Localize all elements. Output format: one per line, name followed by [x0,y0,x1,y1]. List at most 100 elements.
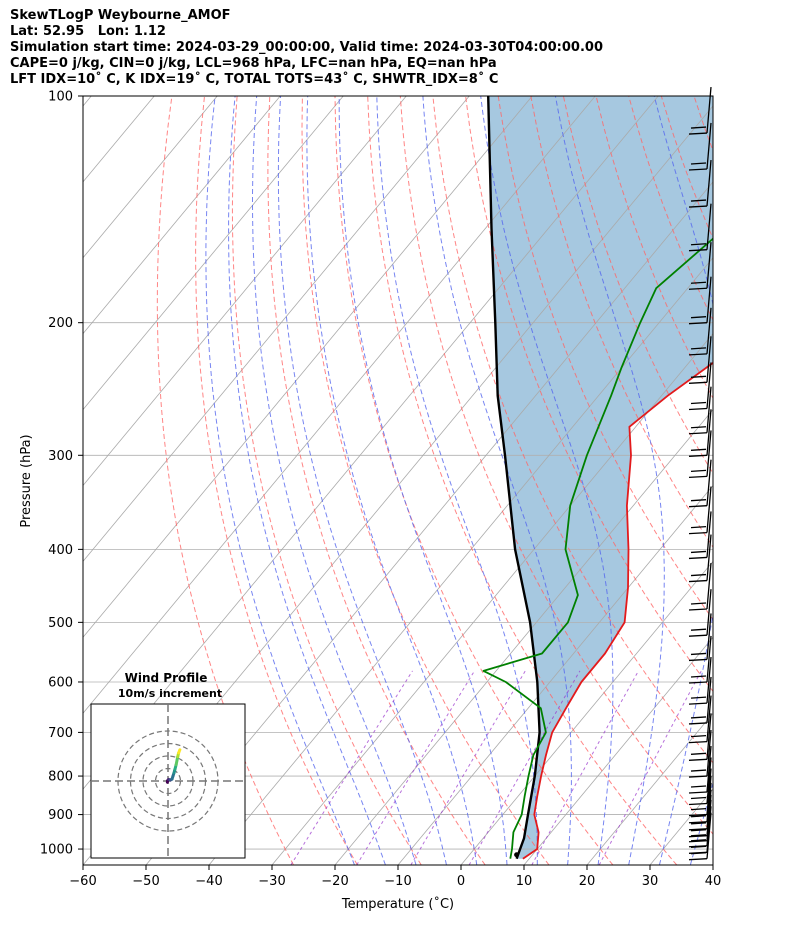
dry-adiabat [497,96,713,621]
parcel-start-marker [514,852,520,858]
dry-adiabat [367,96,678,865]
dewpoint-line [482,237,713,859]
moist-adiabat [721,96,794,865]
wind-barb [688,409,712,457]
isotherm--50 [145,181,713,865]
hodograph-inset: Wind Profile 10m/s increment [90,671,246,859]
isotherm--30 [271,333,713,865]
wind-barb [688,203,712,252]
wind-barb [688,87,712,135]
wind-barb [688,562,712,611]
wind-barb [688,386,712,435]
y-tick-label: 700 [48,726,73,741]
x-tick-label: 0 [457,874,465,889]
dry-adiabat [267,96,486,865]
dry-adiabat [759,96,794,865]
isotherm--110 [83,96,407,487]
inset-subtitle: 10m/s increment [118,687,222,700]
y-tick-label: 300 [48,449,73,464]
x-tick-label: −40 [195,874,222,889]
x-tick-label: −50 [132,874,159,889]
y-tick-label: 100 [48,90,73,105]
mixing-ratio-line [410,670,526,865]
wind-barb [688,159,712,208]
mixing-ratio-line [468,670,581,865]
wind-barb [688,768,712,817]
isotherm--10 [397,484,713,865]
moist-adiabat [228,96,386,865]
isotherm--140 [83,96,218,259]
y-tick-label: 900 [48,808,73,823]
wind-barb [688,511,712,560]
moist-adiabat [653,96,713,865]
dry-adiabat [231,96,422,865]
wind-barb [688,589,712,637]
wind-barb [688,676,712,725]
moist-adiabat [480,96,614,865]
isotherm--20 [334,408,713,865]
isotherm-40 [712,864,713,865]
wind-barb [688,276,712,325]
y-tick-label: 400 [48,543,73,558]
temperature-line [522,361,713,860]
chart-header: SkewTLogP Weybourne_AMOF Lat: 52.95 Lon:… [10,8,603,88]
y-tick-label: 200 [48,316,73,331]
mixing-ratio-line [290,670,413,865]
isotherm--160 [83,96,92,107]
wind-barb [688,695,712,744]
x-tick-label: −10 [384,874,411,889]
dry-adiabat [301,96,550,865]
dry-adiabat [195,96,358,865]
wind-barb [688,242,712,290]
x-tick-label: 20 [579,874,596,889]
x-tick-label: 30 [642,874,659,889]
y-tick-label: 600 [48,675,73,690]
dry-adiabat [334,96,614,865]
dry-adiabat [399,96,713,835]
wind-barb [688,362,712,411]
x-tick-label: −60 [69,874,96,889]
y-tick-label: 1000 [40,843,73,858]
isotherm--40 [208,257,713,865]
time-text: Simulation start time: 2024-03-29_00:00:… [10,40,603,55]
x-axis-label: Temperature (˚C) [341,896,454,912]
dry-adiabat [156,96,294,865]
mixing-ratio-line [531,670,639,865]
moist-adiabat [338,96,508,865]
wind-barb [688,757,712,806]
moist-adiabat [376,96,538,865]
mixing-ratio-line [598,670,702,865]
location-text: Lat: 52.95 Lon: 1.12 [10,24,166,39]
wind-barb [688,713,712,761]
wind-barb [688,307,712,356]
wind-barb [688,459,712,508]
y-axis-label: Pressure (hPa) [19,434,34,527]
wind-barb [688,745,712,794]
hodograph-segment [177,748,182,755]
y-tick-label: 800 [48,770,73,785]
x-tick-label: 40 [705,874,722,889]
chart-title: SkewTLogP Weybourne_AMOF [10,8,231,23]
wind-barb [688,336,712,384]
isotherm--130 [83,96,281,335]
isotherm--120 [83,96,344,411]
parcel-line [487,96,541,860]
x-tick-label: 10 [516,874,533,889]
wind-barb [688,730,712,778]
y-tick-label: 500 [48,616,73,631]
convective-params-text: CAPE=0 j/kg, CIN=0 j/kg, LCL=968 hPa, LF… [10,56,497,71]
moist-adiabat [252,96,417,865]
inset-title: Wind Profile [125,671,208,685]
wind-barb [688,122,712,171]
x-tick-label: −30 [258,874,285,889]
wind-barb [688,613,712,662]
moist-adiabat [277,96,447,865]
wind-barb [688,534,712,583]
isotherm--90 [83,96,533,638]
stability-indices-text: LFT IDX=10˚ C, K IDX=19˚ C, TOTAL TOTS=4… [10,72,499,87]
moist-adiabat [306,96,478,865]
moist-adiabat [205,96,355,865]
wind-barb [688,657,712,705]
dry-adiabat [562,96,713,475]
